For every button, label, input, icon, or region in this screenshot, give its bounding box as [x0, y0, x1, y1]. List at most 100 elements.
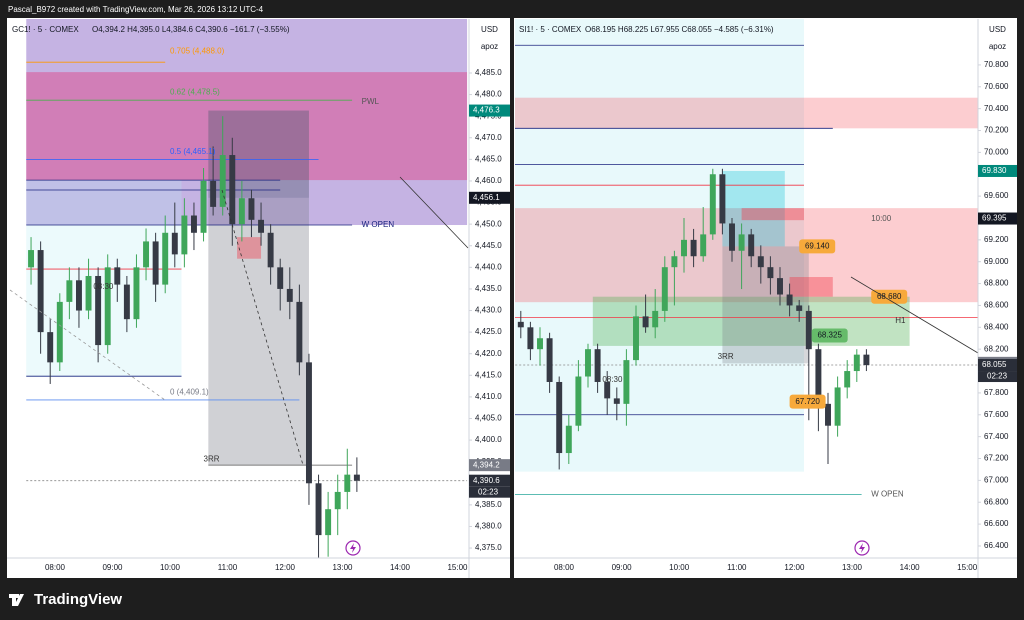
scale-label: apoz: [481, 42, 498, 51]
y-tick-label: 67.400: [984, 432, 1009, 441]
symbol: SI1! · 5 · COMEX: [519, 25, 582, 34]
y-tick-label: 4,435.0: [475, 284, 502, 293]
zone: [515, 208, 978, 303]
ohlc: O4,394.2 H4,395.0 L4,384.6 C4,390.6 −161…: [92, 25, 290, 34]
logo[interactable]: TradingView: [34, 591, 122, 608]
annotation: 08:30: [93, 282, 114, 291]
price-tag: [978, 359, 1017, 372]
candle-body: [258, 219, 265, 233]
price-tag-label: 4,394.2: [473, 460, 500, 469]
candle-body: [757, 256, 764, 268]
candle-body: [344, 474, 351, 492]
candle-body: [267, 232, 274, 268]
price-marker: [811, 328, 848, 343]
y-tick-label: 4,405.0: [475, 414, 502, 423]
x-tick-label: 12:00: [275, 563, 296, 572]
annotation: H1: [895, 316, 906, 325]
candle-body: [95, 275, 102, 346]
price-tag-label: 69.395: [982, 214, 1007, 223]
candle-body: [114, 267, 121, 285]
price-tag-label: 69.830: [982, 166, 1007, 175]
zone: [515, 19, 804, 472]
candle-body: [556, 381, 563, 454]
y-tick-label: 70.800: [984, 60, 1009, 69]
candle-body: [248, 198, 255, 220]
candle-body: [681, 239, 687, 257]
candle-body: [527, 327, 534, 350]
price-tag: [469, 474, 510, 487]
lightning-icon[interactable]: [345, 540, 361, 556]
x-tick-label: 10:00: [669, 563, 690, 572]
x-tick-label: 13:00: [332, 563, 353, 572]
x-tick-label: 11:00: [218, 563, 238, 572]
zone: [26, 19, 468, 226]
plot: 0.705 (4,488.0) 0.62 (4,478.5) 0.5 (4,465.…: [26, 19, 468, 558]
candle-body: [56, 301, 63, 363]
candle-body: [671, 256, 678, 268]
candle-body: [633, 316, 639, 361]
y-tick-label: 66.400: [984, 541, 1009, 550]
lightning-icon[interactable]: [854, 540, 870, 556]
annotation: 3RR: [718, 352, 734, 361]
x-tick-label: 12:00: [784, 563, 805, 572]
countdown-box: [469, 486, 510, 498]
price-marker: [789, 394, 826, 409]
header: Pascal_B972 created with TradingView.com…: [8, 5, 264, 14]
price-tag: [469, 459, 510, 472]
candle-body: [47, 332, 54, 363]
candle-body: [353, 474, 360, 481]
x-tick-label: 14:00: [900, 563, 921, 572]
price-marker-label: 67.720: [795, 397, 820, 406]
candle-body: [305, 362, 312, 484]
candle-body: [594, 349, 601, 382]
candle-body: [700, 234, 707, 257]
price-marker-label: 68.680: [877, 292, 902, 301]
y-tick-label: 4,410.0: [475, 392, 502, 401]
candle-body: [190, 215, 197, 233]
zone: [237, 237, 262, 259]
y-tick-label: 70.200: [984, 126, 1009, 135]
candle-body: [786, 294, 793, 306]
y-tick-label: 66.800: [984, 497, 1009, 506]
price-tag: [978, 164, 1017, 177]
zone: [741, 208, 804, 221]
candle-body: [229, 155, 236, 225]
y-tick-label: 67.200: [984, 454, 1009, 463]
countdown-box: [978, 371, 1017, 383]
candle-body: [210, 180, 217, 207]
lightning-icon: [350, 543, 356, 553]
annotation: PWL: [362, 97, 380, 106]
candle-body: [28, 250, 35, 268]
annotation: 0.705 (4,488.0): [170, 47, 225, 56]
panel: [514, 18, 1017, 578]
candle-body: [565, 425, 572, 454]
y-tick-label: 4,445.0: [475, 241, 502, 250]
trend-line: [399, 176, 469, 249]
y-tick-label: 4,460.0: [475, 176, 502, 185]
candle-body: [133, 267, 140, 320]
y-tick-label: 70.600: [984, 82, 1009, 91]
candle-body: [652, 310, 659, 328]
candle-body: [719, 174, 726, 224]
logo-icon: [9, 594, 24, 606]
candle-body: [748, 234, 755, 257]
y-tick-label: 4,400.0: [475, 435, 502, 444]
candle-body: [546, 338, 553, 382]
price-marker: [799, 239, 836, 254]
x-tick-label: 09:00: [102, 563, 123, 572]
candle-body: [642, 316, 649, 328]
candle-body: [738, 234, 745, 251]
countdown: 02:23: [987, 372, 1008, 381]
ohlc: O68.195 H68.225 L67.955 C68.055 −4.585 (…: [585, 25, 774, 34]
x-tick-label: 11:00: [727, 563, 747, 572]
y-tick-label: 4,440.0: [475, 262, 502, 271]
candle-body: [238, 198, 245, 225]
y-tick-label: 69.000: [984, 257, 1009, 266]
x-tick-label: 15:00: [447, 563, 468, 572]
x-tick-label: 14:00: [390, 563, 411, 572]
trend-line: [850, 276, 979, 354]
annotation: 08:30: [602, 375, 623, 384]
candle-body: [796, 305, 803, 311]
countdown: 02:23: [478, 487, 499, 496]
